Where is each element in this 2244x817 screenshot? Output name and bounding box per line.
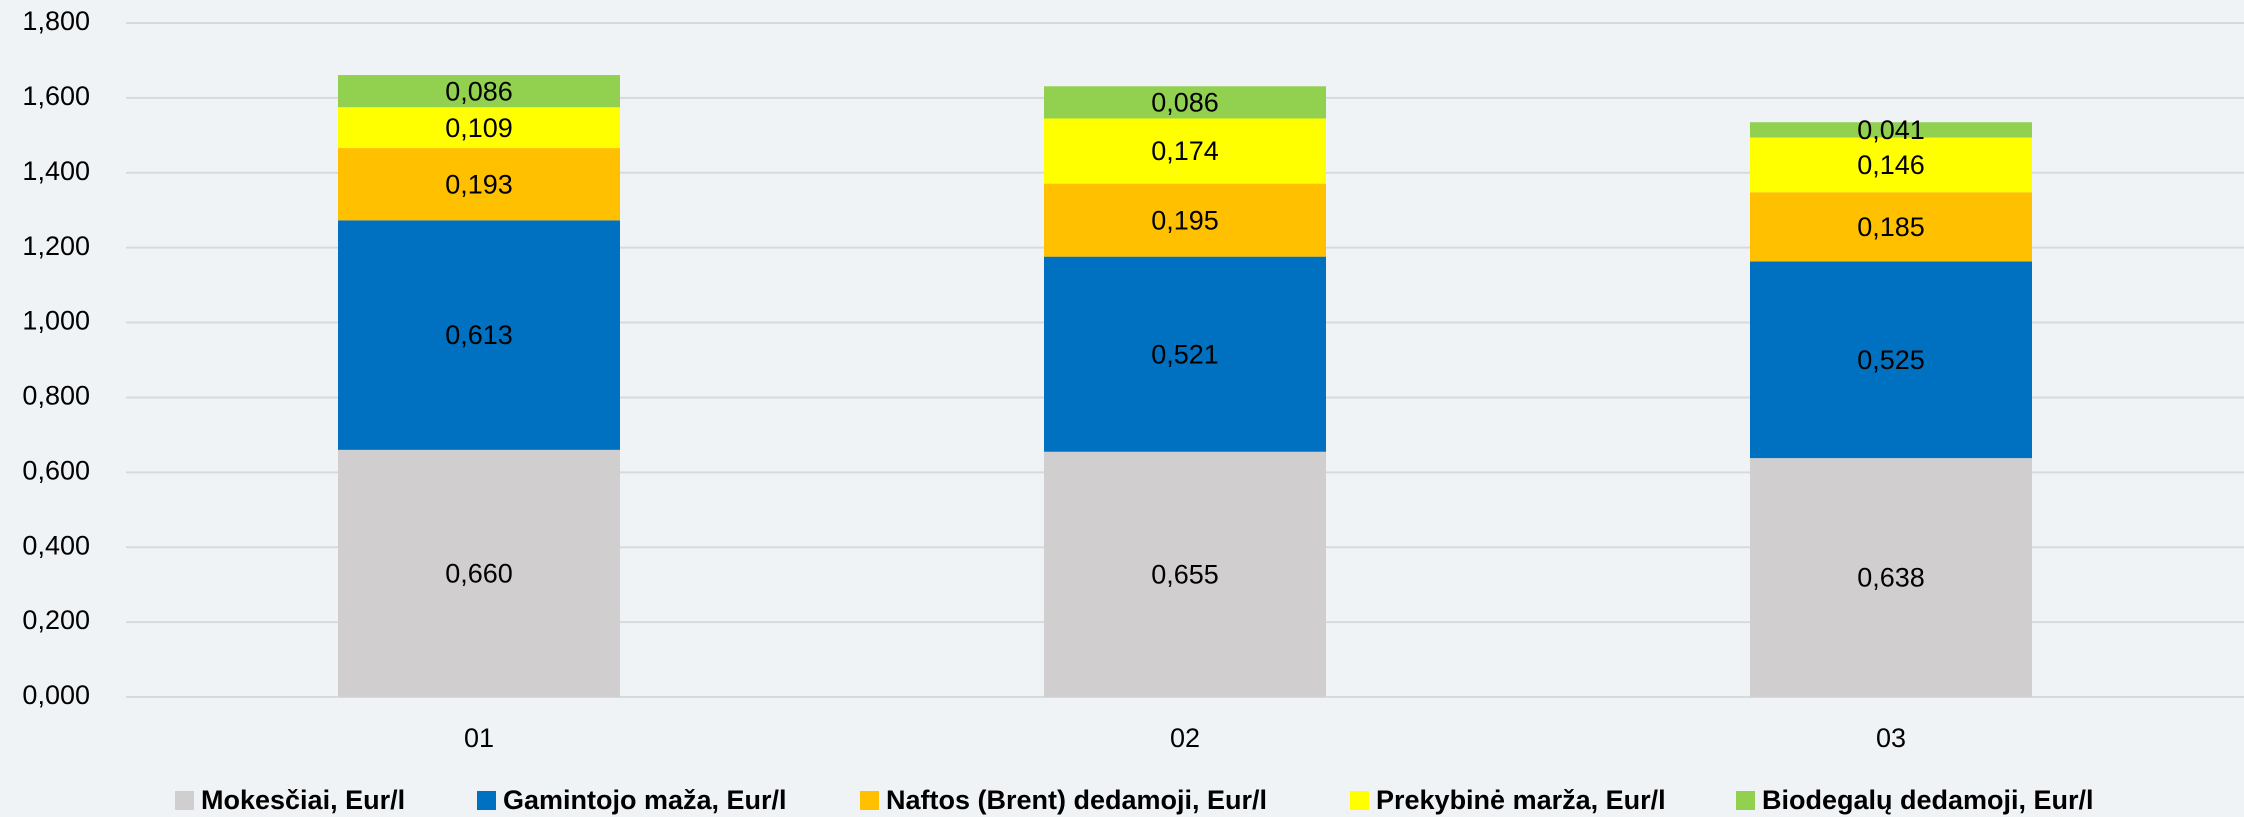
data-label: 0,521 [1151, 339, 1219, 369]
y-tick-label: 0,200 [22, 605, 90, 635]
y-tick-label: 0,000 [22, 680, 90, 710]
bar-segment [1044, 118, 1326, 184]
y-tick-label: 1,200 [22, 231, 90, 261]
legend-swatch [175, 791, 194, 810]
y-tick-label: 0,800 [22, 381, 90, 411]
data-label: 0,086 [445, 76, 513, 106]
data-label: 0,146 [1857, 150, 1925, 180]
bar-segment [1750, 192, 2032, 262]
y-tick-label: 0,600 [22, 455, 90, 485]
bar-segment [1750, 122, 2032, 138]
data-label: 0,185 [1857, 212, 1925, 242]
data-label: 0,109 [445, 113, 513, 143]
legend-swatch [1736, 791, 1755, 810]
legend-swatch [1350, 791, 1369, 810]
bar-segment [338, 107, 620, 149]
y-tick-label: 1,400 [22, 156, 90, 186]
x-tick-label: 03 [1876, 723, 1906, 753]
bar-segment [338, 75, 620, 108]
legend-label: Prekybinė marža, Eur/l [1376, 785, 1666, 815]
y-tick-label: 1,600 [22, 81, 90, 111]
legend-label: Mokesčiai, Eur/l [201, 785, 405, 815]
legend-label: Gamintojo maža, Eur/l [503, 785, 787, 815]
legend-swatch [477, 791, 496, 810]
bar-segment [1750, 458, 2032, 697]
y-tick-label: 0,400 [22, 530, 90, 560]
data-label: 0,655 [1151, 559, 1219, 589]
bar-segment [338, 220, 620, 450]
bar-segment [1044, 256, 1326, 452]
bar-segment [1044, 451, 1326, 697]
legend-label: Biodegalų dedamoji, Eur/l [1762, 785, 2094, 815]
bar-segment [1044, 86, 1326, 119]
data-label: 0,174 [1151, 136, 1219, 166]
x-tick-label: 02 [1170, 723, 1200, 753]
x-tick-label: 01 [464, 723, 494, 753]
bar-segment [1044, 183, 1326, 257]
data-label: 0,525 [1857, 345, 1925, 375]
y-tick-label: 1,800 [22, 6, 90, 36]
data-label: 0,086 [1151, 88, 1219, 118]
data-label: 0,193 [445, 169, 513, 199]
data-label: 0,638 [1857, 563, 1925, 593]
bar-segment [338, 148, 620, 221]
data-label: 0,195 [1151, 205, 1219, 235]
data-label: 0,041 [1857, 115, 1925, 145]
data-label: 0,660 [445, 559, 513, 589]
data-label: 0,613 [445, 320, 513, 350]
bar-segment [338, 449, 620, 697]
bar-segment [1750, 137, 2032, 193]
legend-swatch [860, 791, 879, 810]
bar-segment [1750, 261, 2032, 459]
y-tick-label: 1,000 [22, 306, 90, 336]
legend-label: Naftos (Brent) dedamoji, Eur/l [886, 785, 1267, 815]
